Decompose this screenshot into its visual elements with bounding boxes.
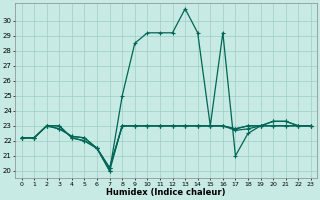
X-axis label: Humidex (Indice chaleur): Humidex (Indice chaleur) — [107, 188, 226, 197]
